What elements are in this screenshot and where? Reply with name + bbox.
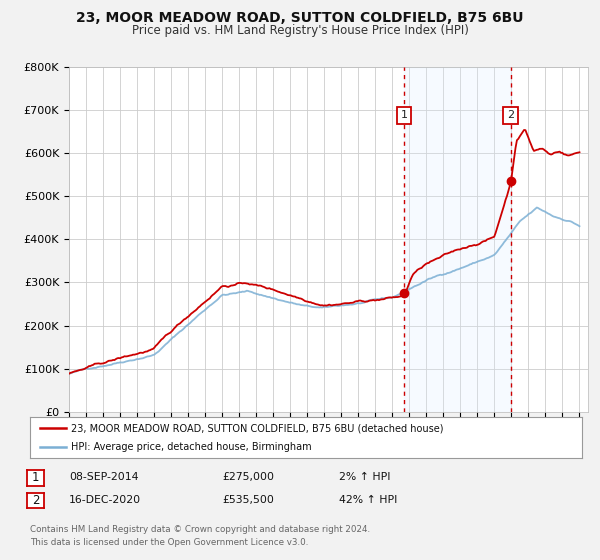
Text: 23, MOOR MEADOW ROAD, SUTTON COLDFIELD, B75 6BU: 23, MOOR MEADOW ROAD, SUTTON COLDFIELD, … [76, 11, 524, 25]
Text: 2: 2 [507, 110, 514, 120]
Text: £535,500: £535,500 [222, 495, 274, 505]
Text: 2: 2 [32, 494, 39, 507]
Text: 2% ↑ HPI: 2% ↑ HPI [339, 472, 391, 482]
Text: Price paid vs. HM Land Registry's House Price Index (HPI): Price paid vs. HM Land Registry's House … [131, 24, 469, 37]
Text: HPI: Average price, detached house, Birmingham: HPI: Average price, detached house, Birm… [71, 442, 312, 451]
Bar [404, 67, 511, 412]
Text: £275,000: £275,000 [222, 472, 274, 482]
Text: 23, MOOR MEADOW ROAD, SUTTON COLDFIELD, B75 6BU (detached house): 23, MOOR MEADOW ROAD, SUTTON COLDFIELD, … [71, 423, 444, 433]
Text: Contains HM Land Registry data © Crown copyright and database right 2024.
This d: Contains HM Land Registry data © Crown c… [30, 525, 370, 547]
Text: 1: 1 [401, 110, 407, 120]
Text: 1: 1 [32, 471, 39, 484]
Text: 42% ↑ HPI: 42% ↑ HPI [339, 495, 397, 505]
Text: 08-SEP-2014: 08-SEP-2014 [69, 472, 139, 482]
Text: 16-DEC-2020: 16-DEC-2020 [69, 495, 141, 505]
